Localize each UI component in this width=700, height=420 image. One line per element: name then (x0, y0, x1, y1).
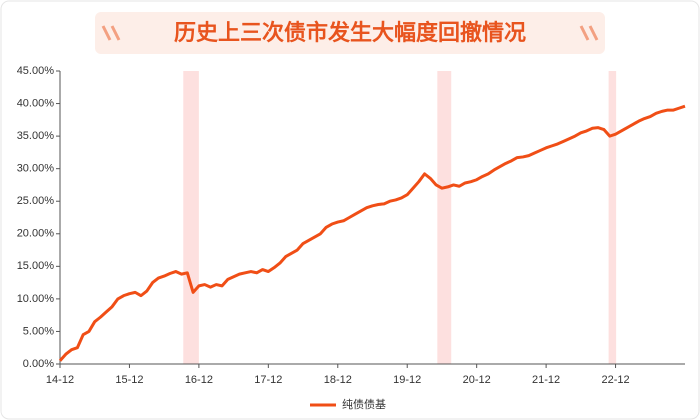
y-tick-label: 5.00% (23, 325, 54, 337)
line-series (58, 104, 686, 362)
title-decoration (101, 25, 599, 41)
x-tick-label: 22-12 (601, 374, 629, 386)
x-tick-label: 18-12 (324, 374, 352, 386)
y-tick-label: 0.00% (23, 358, 54, 370)
chart-title: 历史上三次债市发生大幅度回撤情况 (174, 20, 526, 45)
x-tick-label: 15-12 (115, 374, 143, 386)
x-tick-label: 16-12 (185, 374, 213, 386)
y-tick-label: 20.00% (17, 228, 55, 240)
highlight-period (183, 71, 199, 364)
y-tick-label: 10.00% (17, 293, 55, 305)
y-tick-label: 40.00% (17, 97, 55, 109)
title-banner (95, 12, 605, 54)
x-tick-label: 20-12 (463, 374, 491, 386)
y-tick-label: 25.00% (17, 195, 55, 207)
x-tick-label: 17-12 (254, 374, 282, 386)
highlight-period (608, 71, 617, 364)
x-tick-label: 21-12 (532, 374, 560, 386)
x-tick-label: 14-12 (46, 374, 74, 386)
x-tick-label: 19-12 (393, 374, 421, 386)
y-tick-label: 35.00% (17, 130, 55, 142)
legend-label: 纯债债基 (342, 397, 386, 411)
highlight-period (437, 71, 452, 364)
y-tick-label: 30.00% (17, 163, 55, 175)
y-tick-label: 45.00% (17, 65, 55, 77)
y-tick-label: 15.00% (17, 260, 55, 272)
